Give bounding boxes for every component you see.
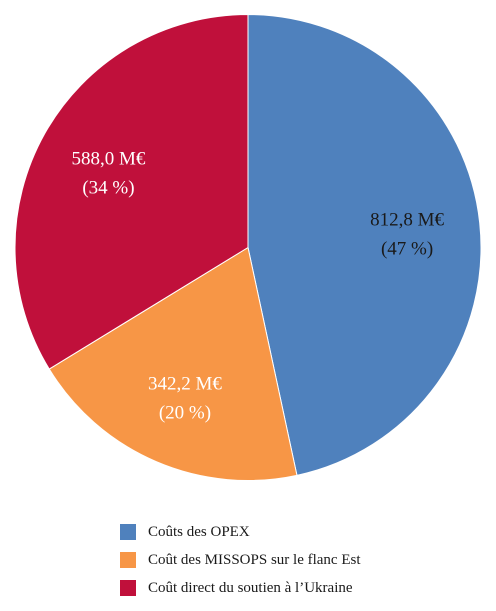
legend-item-missops: Coût des MISSOPS sur le flanc Est [120,546,361,574]
pie-slice-opex [247,13,482,476]
legend: Coûts des OPEX Coût des MISSOPS sur le f… [120,518,361,602]
slice-label-opex: 812,8 M€ (47 %) [370,210,444,260]
slice-value-label-opex: 812,8 M€ [370,210,444,231]
slice-label-ukraine: 588,0 M€ (34 %) [71,148,145,198]
slice-value-label-ukraine: 588,0 M€ [71,148,145,169]
legend-label-ukraine: Coût direct du soutien à l’Ukraine [148,579,353,596]
pie-chart: 812,8 M€ (47 %) 342,2 M€ (20 %) 588,0 M€ (34 … [14,13,482,481]
slice-percent-label-ukraine: (34 %) [82,177,134,198]
slice-percent-label-missops: (20 %) [159,403,211,424]
legend-swatch-ukraine [120,580,136,596]
legend-item-ukraine: Coût direct du soutien à l’Ukraine [120,574,361,602]
legend-label-opex: Coûts des OPEX [148,523,250,540]
legend-label-missops: Coût des MISSOPS sur le flanc Est [148,551,361,568]
pie-slice-ukraine [14,13,249,370]
slice-label-missops: 342,2 M€ (20 %) [148,374,222,424]
legend-item-opex: Coûts des OPEX [120,518,361,546]
legend-swatch-opex [120,524,136,540]
pie-slice-missops [48,246,298,481]
slice-value-label-missops: 342,2 M€ [148,374,222,395]
legend-swatch-missops [120,552,136,568]
slice-percent-label-opex: (47 %) [381,239,433,260]
